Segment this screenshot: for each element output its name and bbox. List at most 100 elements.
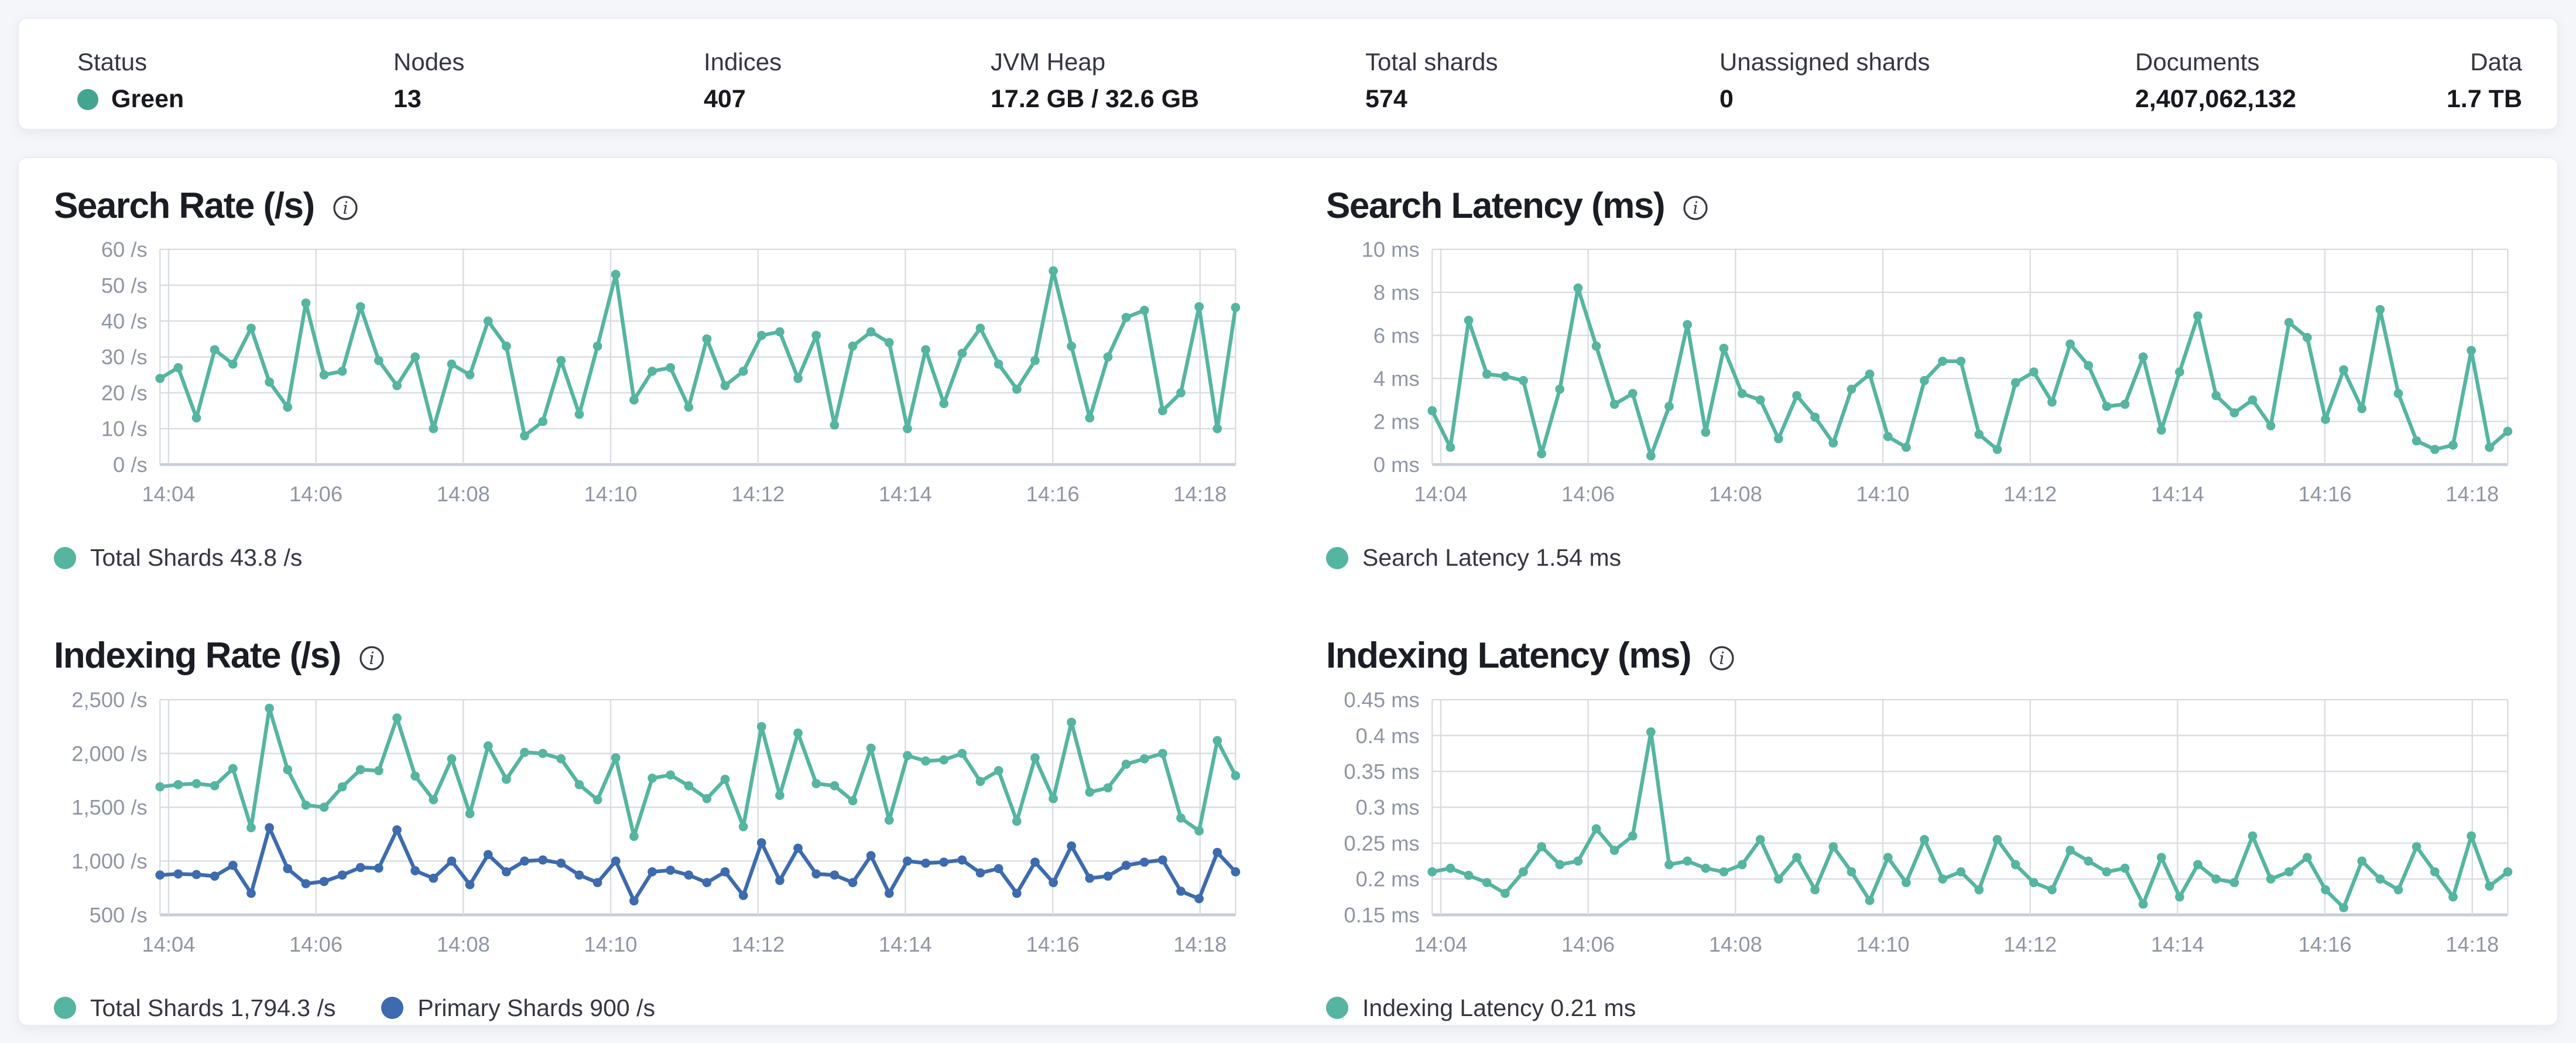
chart-title: Indexing Latency (ms) (1326, 635, 1692, 676)
stat-indices: Indices 407 (704, 48, 991, 114)
chart-search-rate: Search Rate (/s) i 60 /s 50 /s 40 /s 30 /s 2… (36, 186, 1250, 572)
svg-text:2,500 /s: 2,500 /s (71, 692, 147, 712)
line-chart-canvas[interactable]: 10 ms 8 ms 6 ms 4 ms 2 ms 0 ms 14:04 14:06 14:08… (1308, 241, 2522, 529)
svg-text:14:08: 14:08 (437, 482, 490, 506)
stat-jvm-heap: JVM Heap 17.2 GB / 32.6 GB (991, 48, 1365, 114)
svg-text:20 /s: 20 /s (101, 381, 148, 405)
stat-value: 407 (704, 85, 746, 114)
svg-text:6 ms: 6 ms (1373, 324, 1420, 348)
stat-status: Status Green (77, 48, 393, 114)
svg-text:i: i (369, 648, 374, 668)
svg-text:14:14: 14:14 (2151, 932, 2204, 956)
svg-text:1,000 /s: 1,000 /s (71, 849, 147, 873)
stat-total-shards: Total shards 574 (1365, 48, 1719, 114)
svg-text:14:04: 14:04 (142, 932, 195, 956)
chart-title: Indexing Rate (/s) (54, 635, 341, 676)
legend-item: Total Shards 43.8 /s (54, 544, 302, 572)
svg-text:14:06: 14:06 (1561, 482, 1615, 506)
info-icon[interactable]: i (358, 645, 385, 672)
stat-value: 1.7 TB (2446, 85, 2522, 114)
stat-data-size: Data 1.7 TB (2447, 48, 2522, 114)
health-status-dot (77, 88, 98, 110)
info-icon[interactable]: i (1708, 645, 1735, 672)
stat-value: 13 (393, 85, 422, 114)
chart-title: Search Rate (/s) (54, 186, 315, 226)
charts-grid: Search Rate (/s) i 60 /s 50 /s 40 /s 30 /s 2… (36, 186, 2522, 1022)
chart-indexing-latency: Indexing Latency (ms) i 0.45 ms 0.4 ms 0.3… (1308, 636, 2522, 1021)
legend-label: Search Latency 1.54 ms (1362, 544, 1622, 572)
legend-dot-icon (1326, 997, 1348, 1020)
legend-dot-icon (381, 997, 404, 1020)
legend-label: Total Shards 1,794.3 /s (90, 994, 336, 1021)
stat-label: Total shards (1365, 48, 1498, 76)
svg-text:14:12: 14:12 (2003, 932, 2057, 956)
svg-text:14:10: 14:10 (584, 482, 638, 506)
svg-text:14:10: 14:10 (1856, 482, 1910, 506)
stat-label: Status (77, 48, 148, 76)
svg-text:14:18: 14:18 (2445, 482, 2499, 506)
svg-text:10 ms: 10 ms (1362, 241, 1420, 262)
line-chart-canvas[interactable]: 60 /s 50 /s 40 /s 30 /s 20 /s 10 /s 0 /s 14:04 1… (36, 241, 1250, 529)
metrics-panel: Search Rate (/s) i 60 /s 50 /s 40 /s 30 /s 2… (18, 157, 2558, 1026)
line-chart[interactable]: 10 ms 8 ms 6 ms 4 ms 2 ms 0 ms 14:04 14:06 14:08… (1308, 241, 2522, 529)
svg-text:2,000 /s: 2,000 /s (71, 741, 147, 765)
svg-text:14:12: 14:12 (731, 482, 785, 506)
svg-text:500 /s: 500 /s (90, 903, 148, 927)
svg-text:0.2 ms: 0.2 ms (1356, 867, 1420, 891)
info-icon[interactable]: i (332, 194, 359, 221)
legend-label: Primary Shards 900 /s (417, 994, 655, 1021)
stat-value: 17.2 GB / 32.6 GB (991, 85, 1200, 114)
svg-text:i: i (1719, 648, 1724, 668)
svg-text:4 ms: 4 ms (1373, 367, 1420, 391)
chart-legend: Total Shards 1,794.3 /s Primary Shards 90… (54, 994, 1250, 1022)
legend-dot-icon (54, 997, 76, 1020)
cluster-overview-bar: Status Green Nodes 13 Indices 407 JVM He… (18, 18, 2558, 130)
svg-text:14:08: 14:08 (1709, 932, 1762, 956)
stat-label: Indices (704, 48, 782, 76)
legend-dot-icon (54, 546, 76, 569)
svg-text:14:16: 14:16 (2298, 932, 2352, 956)
svg-text:14:06: 14:06 (289, 932, 342, 956)
line-chart[interactable]: 0.45 ms 0.4 ms 0.35 ms 0.3 ms 0.25 ms 0.2 ms 0… (1308, 692, 2522, 979)
stat-value: 574 (1365, 85, 1407, 114)
stat-label: Unassigned shards (1719, 48, 1930, 76)
chart-legend: Total Shards 43.8 /s (54, 544, 1250, 572)
svg-text:14:16: 14:16 (1026, 482, 1080, 506)
stat-label: Documents (2135, 48, 2260, 76)
line-chart-canvas[interactable]: 2,500 /s 2,000 /s 1,500 /s 1,000 /s 500 /s 14… (36, 692, 1250, 979)
chart-legend: Indexing Latency 0.21 ms (1326, 994, 2522, 1022)
svg-text:i: i (1693, 198, 1698, 218)
chart-legend: Search Latency 1.54 ms (1326, 544, 2522, 572)
svg-text:14:08: 14:08 (437, 932, 490, 956)
svg-text:14:08: 14:08 (1709, 482, 1762, 506)
stat-label: Nodes (393, 48, 465, 76)
line-chart[interactable]: 60 /s 50 /s 40 /s 30 /s 20 /s 10 /s 0 /s 14:04 1… (36, 241, 1250, 529)
stat-value: 2,407,062,132 (2135, 85, 2296, 114)
svg-text:14:14: 14:14 (879, 482, 932, 506)
svg-text:10 /s: 10 /s (101, 417, 148, 441)
legend-item: Search Latency 1.54 ms (1326, 544, 1621, 572)
legend-label: Total Shards 43.8 /s (90, 544, 303, 572)
stat-value: Green (111, 85, 184, 114)
chart-search-latency: Search Latency (ms) i 10 ms 8 ms 6 ms 4 ms 2… (1308, 186, 2522, 572)
svg-text:60 /s: 60 /s (101, 241, 148, 262)
svg-text:14:18: 14:18 (2445, 932, 2499, 956)
info-icon[interactable]: i (1682, 194, 1709, 221)
chart-indexing-rate: Indexing Rate (/s) i 2,500 /s 2,000 /s 1,5… (36, 636, 1250, 1021)
stat-value: 0 (1719, 85, 1734, 114)
svg-text:0.35 ms: 0.35 ms (1344, 760, 1419, 784)
svg-text:14:06: 14:06 (289, 482, 342, 506)
svg-text:0.25 ms: 0.25 ms (1344, 831, 1419, 855)
svg-text:14:14: 14:14 (2151, 482, 2204, 506)
svg-text:0.45 ms: 0.45 ms (1344, 692, 1419, 712)
line-chart[interactable]: 2,500 /s 2,000 /s 1,500 /s 1,000 /s 500 /s 14… (36, 692, 1250, 979)
svg-text:14:04: 14:04 (142, 482, 195, 506)
line-chart-canvas[interactable]: 0.45 ms 0.4 ms 0.35 ms 0.3 ms 0.25 ms 0.2 ms 0… (1308, 692, 2522, 979)
legend-item: Indexing Latency 0.21 ms (1326, 994, 1636, 1022)
svg-text:8 ms: 8 ms (1373, 281, 1420, 305)
svg-text:0.3 ms: 0.3 ms (1356, 795, 1420, 819)
legend-dot-icon (1326, 546, 1348, 569)
svg-text:i: i (342, 198, 348, 218)
stat-label: JVM Heap (991, 48, 1106, 76)
